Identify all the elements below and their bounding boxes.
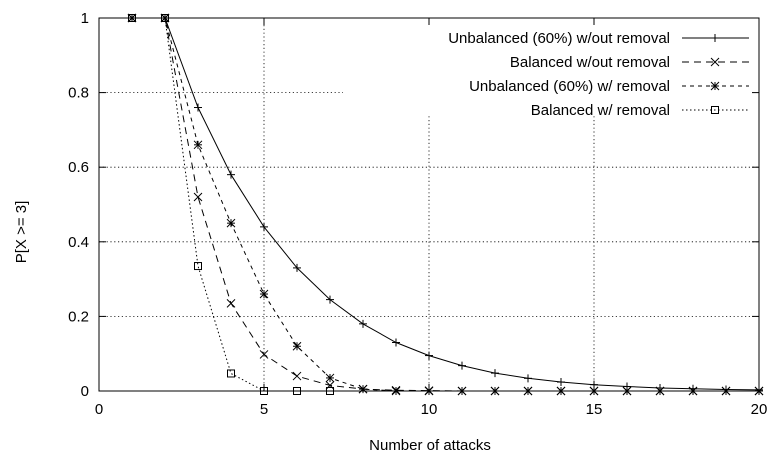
y-tick-label: 1 [81, 10, 89, 27]
series-line [132, 17, 760, 391]
series-2 [127, 13, 764, 396]
data-point [293, 263, 301, 272]
data-point [325, 373, 335, 383]
legend-label: Unbalanced (60%) w/out removal [448, 30, 670, 47]
data-point [326, 387, 334, 395]
legend-item: Unbalanced (60%) w/out removal [448, 30, 749, 47]
data-point [721, 386, 731, 396]
data-point [128, 14, 136, 22]
legend-item: Balanced w/ removal [531, 102, 749, 119]
data-point [227, 170, 235, 179]
x-tick-label: 15 [586, 401, 603, 418]
series-line [132, 17, 759, 392]
data-point [194, 262, 202, 271]
data-point [161, 14, 169, 22]
data-point [392, 338, 400, 347]
data-point [293, 387, 301, 395]
data-point [325, 381, 335, 390]
data-point [260, 387, 268, 395]
series-group [127, 13, 764, 396]
legend-marker [710, 81, 720, 91]
data-point [457, 386, 467, 396]
x-tick-label: 5 [260, 401, 268, 418]
data-point [226, 298, 236, 308]
data-point [193, 192, 203, 202]
series-line [132, 17, 330, 392]
data-point [391, 386, 401, 396]
data-point [458, 361, 466, 370]
x-tick-label: 10 [421, 401, 438, 418]
legend-label: Balanced w/out removal [510, 54, 670, 71]
data-point [622, 386, 632, 396]
data-point [655, 386, 665, 396]
axis-ticks: 0 5 10 15 20 0 0.2 0.4 0.6 0.8 1 [68, 10, 767, 418]
y-tick-label: 0.2 [68, 308, 89, 325]
series-4 [128, 14, 334, 395]
data-point [425, 351, 433, 360]
legend-item: Balanced w/out removal [510, 54, 749, 71]
data-point [424, 386, 434, 396]
x-tick-label: 0 [95, 401, 103, 418]
data-point [259, 350, 269, 359]
data-point [259, 289, 269, 299]
data-point [490, 386, 500, 396]
data-point [226, 218, 236, 228]
data-point [358, 384, 368, 394]
y-tick-label: 0 [81, 383, 89, 400]
data-point [688, 386, 698, 396]
data-point [292, 371, 302, 381]
legend-marker [711, 34, 719, 42]
data-point [557, 378, 565, 387]
series-3 [127, 13, 764, 396]
data-point [491, 369, 499, 378]
data-point [524, 374, 532, 383]
data-point [589, 386, 599, 396]
data-point [194, 103, 202, 112]
data-point [754, 386, 764, 396]
y-tick-label: 0.6 [68, 159, 89, 176]
data-point [292, 341, 302, 351]
data-point [193, 140, 203, 150]
x-axis-title: Number of attacks [369, 437, 491, 454]
legend-label: Unbalanced (60%) w/ removal [469, 78, 670, 95]
grid [99, 18, 759, 391]
legend-marker [710, 57, 720, 67]
y-axis-title: P[X >= 3] [13, 201, 30, 264]
legend-marker [711, 106, 719, 114]
y-tick-label: 0.4 [68, 234, 89, 251]
x-tick-label: 20 [751, 401, 767, 418]
data-point [227, 369, 235, 378]
series-1 [128, 14, 763, 394]
legend: Unbalanced (60%) w/out removal Balanced w… [448, 30, 749, 119]
legend-label: Balanced w/ removal [531, 102, 670, 119]
data-point [556, 386, 566, 396]
legend-item: Unbalanced (60%) w/ removal [469, 78, 749, 95]
data-point [326, 295, 334, 304]
y-tick-label: 0.8 [68, 85, 89, 102]
data-point [260, 222, 268, 231]
data-point [523, 386, 533, 396]
series-line [132, 17, 759, 392]
data-point [359, 319, 367, 328]
